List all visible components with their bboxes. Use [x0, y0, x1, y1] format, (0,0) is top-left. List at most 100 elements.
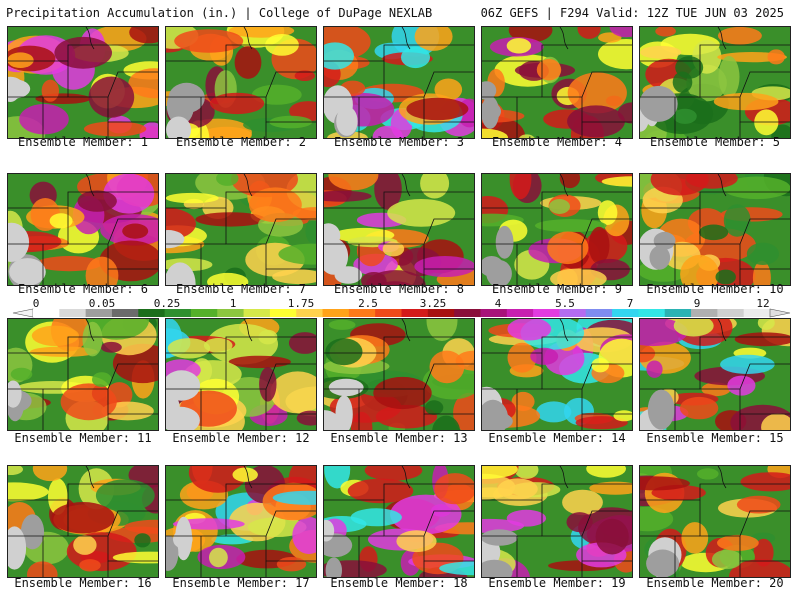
colorbar-swatch: [585, 309, 613, 317]
colorbar-tick-label: 1: [229, 297, 237, 310]
colorbar-swatch: [322, 309, 350, 317]
ensemble-map-panel: [639, 318, 791, 431]
ensemble-member-label: Ensemble Member: 4: [491, 135, 623, 149]
colorbar-swatch: [217, 309, 245, 317]
colorbar-tick-label: 0.25: [153, 297, 181, 310]
colorbar-swatch: [506, 309, 534, 317]
colorbar-swatch: [111, 309, 139, 317]
precipitation-field: [482, 319, 632, 430]
colorbar-swatch: [269, 309, 297, 317]
precipitation-field: [640, 319, 790, 430]
colorbar-tick-label: 7: [626, 297, 634, 310]
colorbar-swatch: [33, 309, 60, 317]
colorbar-tick-label: 3.25: [419, 297, 447, 310]
ensemble-member-label: Ensemble Member: 13: [330, 431, 468, 445]
colorbar-tick-label: 9: [693, 297, 701, 310]
precipitation-field: [166, 27, 316, 138]
model-valid-time: 06Z GEFS | F294 Valid: 12Z TUE JUN 03 20…: [480, 6, 784, 20]
precipitation-field: [324, 319, 474, 430]
precipitation-field: [482, 27, 632, 138]
colorbar-tick-label: 0: [32, 297, 40, 310]
precipitation-field: [8, 319, 158, 430]
precipitation-colorbar: [12, 308, 791, 318]
ensemble-member-label: Ensemble Member: 15: [646, 431, 784, 445]
precipitation-field: [324, 174, 474, 285]
ensemble-map-panel: [165, 465, 317, 578]
colorbar-tick-label: 12: [756, 297, 770, 310]
colorbar-right-arrow: [769, 308, 791, 318]
colorbar-swatch: [638, 309, 666, 317]
ensemble-map-panel: [165, 26, 317, 139]
ensemble-member-label: Ensemble Member: 9: [491, 282, 623, 296]
ensemble-member-label: Ensemble Member: 18: [330, 576, 468, 590]
colorbar-swatch: [59, 309, 87, 317]
ensemble-member-label: Ensemble Member: 5: [649, 135, 781, 149]
colorbar-tick-label: 5.5: [555, 297, 575, 310]
ensemble-member-label: Ensemble Member: 8: [333, 282, 465, 296]
ensemble-member-label: Ensemble Member: 2: [175, 135, 307, 149]
ensemble-member-label: Ensemble Member: 17: [172, 576, 310, 590]
colorbar-swatch: [190, 309, 218, 317]
precipitation-field: [166, 466, 316, 577]
ensemble-map-panel: [165, 318, 317, 431]
colorbar-swatch: [243, 309, 271, 317]
precipitation-field: [640, 466, 790, 577]
ensemble-member-label: Ensemble Member: 19: [488, 576, 626, 590]
colorbar-tick-label: 0.05: [88, 297, 116, 310]
precipitation-field: [482, 174, 632, 285]
ensemble-map-panel: [481, 173, 633, 286]
colorbar-swatch: [533, 309, 560, 317]
colorbar-swatch: [612, 309, 639, 317]
ensemble-map-panel: [639, 26, 791, 139]
colorbar-swatch: [454, 309, 481, 317]
ensemble-member-label: Ensemble Member: 12: [172, 431, 310, 445]
ensemble-map-panel: [7, 26, 159, 139]
ensemble-map-panel: [481, 26, 633, 139]
colorbar-swatch: [164, 309, 192, 317]
precipitation-field: [8, 466, 158, 577]
colorbar-swatch: [717, 309, 745, 317]
ensemble-map-panel: [7, 318, 159, 431]
ensemble-map-panel: [165, 173, 317, 286]
colorbar-tick-label: 1.75: [287, 297, 315, 310]
ensemble-member-label: Ensemble Member: 20: [646, 576, 784, 590]
colorbar-swatch: [296, 309, 324, 317]
colorbar-swatch: [85, 309, 113, 317]
colorbar-tick-label: 4: [494, 297, 502, 310]
colorbar-swatch: [375, 309, 402, 317]
colorbar-swatch: [691, 309, 718, 317]
ensemble-member-label: Ensemble Member: 7: [175, 282, 307, 296]
colorbar-swatch: [348, 309, 376, 317]
precipitation-field: [640, 174, 790, 285]
ensemble-map-panel: [481, 318, 633, 431]
ensemble-member-label: Ensemble Member: 11: [14, 431, 152, 445]
colorbar-swatch: [664, 309, 692, 317]
ensemble-map-panel: [7, 465, 159, 578]
colorbar-tick-label: 2.5: [358, 297, 378, 310]
colorbar-swatch: [138, 309, 166, 317]
ensemble-map-panel: [639, 465, 791, 578]
ensemble-map-panel: [323, 465, 475, 578]
colorbar-swatch: [480, 309, 508, 317]
precipitation-field: [8, 174, 158, 285]
ensemble-member-label: Ensemble Member: 14: [488, 431, 626, 445]
precipitation-field: [640, 27, 790, 138]
ensemble-map-panel: [639, 173, 791, 286]
colorbar-swatch: [559, 309, 587, 317]
map-title: Precipitation Accumulation (in.) | Colle…: [6, 6, 433, 20]
ensemble-member-label: Ensemble Member: 6: [17, 282, 149, 296]
ensemble-map-panel: [7, 173, 159, 286]
precipitation-field: [166, 319, 316, 430]
ensemble-map-panel: [323, 173, 475, 286]
precipitation-field: [482, 466, 632, 577]
ensemble-member-label: Ensemble Member: 1: [17, 135, 149, 149]
colorbar-left-arrow: [12, 308, 34, 318]
precipitation-field: [8, 27, 158, 138]
colorbar-swatch: [427, 309, 455, 317]
ensemble-member-label: Ensemble Member: 16: [14, 576, 152, 590]
ensemble-member-label: Ensemble Member: 3: [333, 135, 465, 149]
ensemble-map-panel: [481, 465, 633, 578]
ensemble-map-panel: [323, 26, 475, 139]
precipitation-field: [324, 466, 474, 577]
ensemble-member-label: Ensemble Member: 10: [646, 282, 784, 296]
